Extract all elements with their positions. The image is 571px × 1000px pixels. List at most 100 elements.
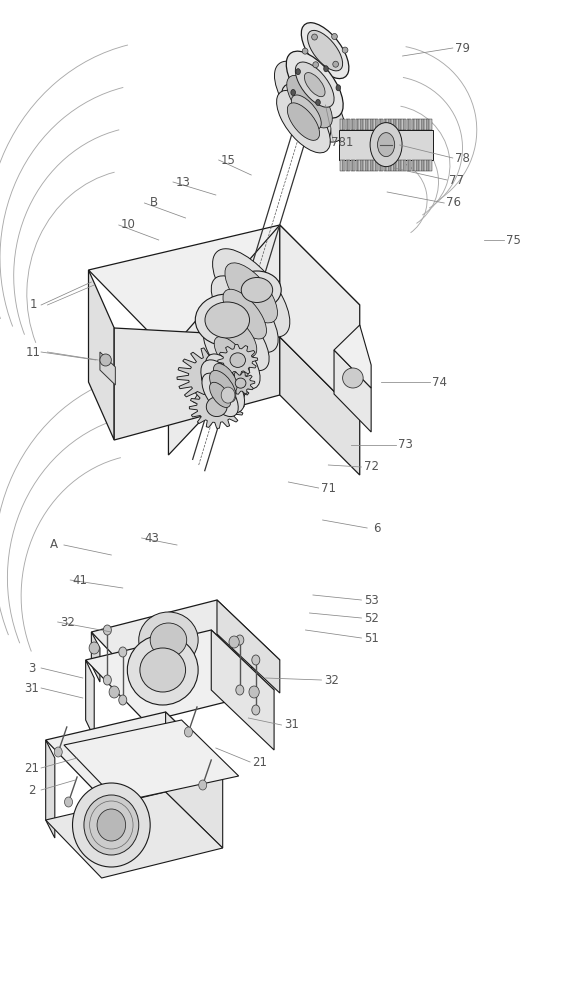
Ellipse shape — [225, 263, 278, 323]
Polygon shape — [280, 225, 360, 417]
Ellipse shape — [275, 61, 344, 142]
Polygon shape — [422, 119, 424, 130]
Polygon shape — [373, 119, 376, 130]
Polygon shape — [356, 119, 358, 130]
Ellipse shape — [343, 368, 363, 388]
Ellipse shape — [140, 648, 186, 692]
Polygon shape — [399, 160, 401, 171]
Polygon shape — [46, 792, 223, 878]
Text: B: B — [150, 196, 158, 210]
Ellipse shape — [295, 62, 334, 107]
Text: 41: 41 — [73, 574, 87, 586]
Text: 72: 72 — [364, 460, 379, 474]
Ellipse shape — [302, 48, 308, 54]
Polygon shape — [379, 160, 381, 171]
Polygon shape — [166, 712, 223, 848]
Ellipse shape — [184, 727, 192, 737]
Ellipse shape — [103, 625, 111, 635]
Text: 43: 43 — [144, 532, 159, 544]
Ellipse shape — [241, 277, 273, 302]
Ellipse shape — [377, 133, 395, 157]
Polygon shape — [379, 119, 381, 130]
Text: 32: 32 — [60, 615, 75, 629]
Ellipse shape — [73, 783, 150, 867]
Text: 781: 781 — [331, 135, 354, 148]
Polygon shape — [358, 119, 360, 130]
Polygon shape — [64, 720, 239, 802]
Polygon shape — [419, 119, 421, 130]
Text: 77: 77 — [449, 174, 464, 186]
Ellipse shape — [210, 370, 236, 402]
Text: A: A — [50, 538, 58, 552]
Ellipse shape — [308, 30, 343, 71]
Polygon shape — [363, 160, 365, 171]
Text: 31: 31 — [284, 718, 299, 732]
Polygon shape — [368, 119, 371, 130]
Ellipse shape — [205, 302, 250, 338]
Polygon shape — [409, 119, 412, 130]
Polygon shape — [368, 160, 371, 171]
Ellipse shape — [211, 276, 278, 352]
Ellipse shape — [214, 364, 237, 392]
Ellipse shape — [127, 635, 198, 705]
Ellipse shape — [229, 636, 239, 648]
Ellipse shape — [235, 378, 246, 388]
Polygon shape — [86, 630, 274, 722]
Polygon shape — [351, 160, 353, 171]
Ellipse shape — [206, 397, 227, 417]
Text: 51: 51 — [364, 632, 379, 645]
Polygon shape — [394, 119, 396, 130]
Ellipse shape — [282, 84, 331, 141]
Polygon shape — [366, 160, 368, 171]
Polygon shape — [168, 225, 280, 455]
Ellipse shape — [291, 95, 321, 130]
Ellipse shape — [252, 655, 260, 665]
Text: 52: 52 — [364, 611, 379, 624]
Ellipse shape — [212, 249, 290, 337]
Ellipse shape — [316, 99, 320, 105]
Polygon shape — [334, 325, 371, 388]
Ellipse shape — [214, 337, 250, 377]
Polygon shape — [401, 160, 404, 171]
Ellipse shape — [236, 685, 244, 695]
Polygon shape — [361, 119, 363, 130]
Polygon shape — [91, 632, 100, 682]
Ellipse shape — [304, 73, 325, 97]
Text: 13: 13 — [175, 176, 190, 188]
Polygon shape — [348, 160, 351, 171]
Polygon shape — [414, 119, 416, 130]
Polygon shape — [417, 160, 419, 171]
Ellipse shape — [202, 364, 230, 390]
Ellipse shape — [210, 382, 231, 407]
Polygon shape — [412, 119, 414, 130]
Ellipse shape — [220, 314, 257, 357]
Ellipse shape — [84, 795, 139, 855]
Ellipse shape — [207, 300, 269, 371]
Ellipse shape — [89, 642, 99, 654]
Polygon shape — [373, 160, 376, 171]
Polygon shape — [386, 119, 388, 130]
Polygon shape — [86, 660, 94, 738]
Polygon shape — [89, 270, 114, 440]
Polygon shape — [376, 160, 379, 171]
Polygon shape — [100, 352, 115, 385]
Ellipse shape — [291, 89, 295, 95]
Polygon shape — [345, 160, 348, 171]
Text: 21: 21 — [24, 762, 39, 774]
Polygon shape — [361, 160, 363, 171]
Polygon shape — [376, 119, 379, 130]
Polygon shape — [391, 160, 393, 171]
Ellipse shape — [249, 686, 259, 698]
Polygon shape — [386, 160, 388, 171]
Polygon shape — [412, 160, 414, 171]
Ellipse shape — [287, 75, 332, 128]
Polygon shape — [404, 119, 407, 130]
Polygon shape — [414, 160, 416, 171]
Polygon shape — [177, 346, 255, 408]
Polygon shape — [371, 119, 373, 130]
Ellipse shape — [233, 271, 281, 309]
Polygon shape — [381, 119, 383, 130]
Polygon shape — [217, 600, 280, 693]
Text: 21: 21 — [252, 756, 267, 768]
Ellipse shape — [296, 69, 300, 75]
